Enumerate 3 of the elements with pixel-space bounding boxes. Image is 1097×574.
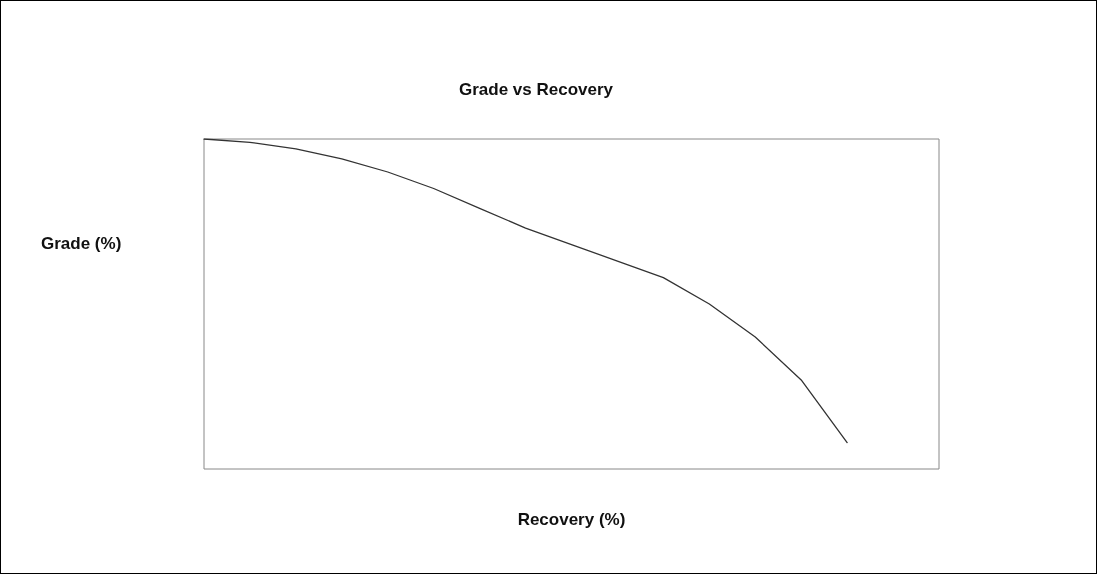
chart-title: Grade vs Recovery <box>458 80 614 99</box>
x-axis-title: Recovery (%) <box>517 510 626 529</box>
y-axis-title: Grade (%) <box>41 234 122 253</box>
